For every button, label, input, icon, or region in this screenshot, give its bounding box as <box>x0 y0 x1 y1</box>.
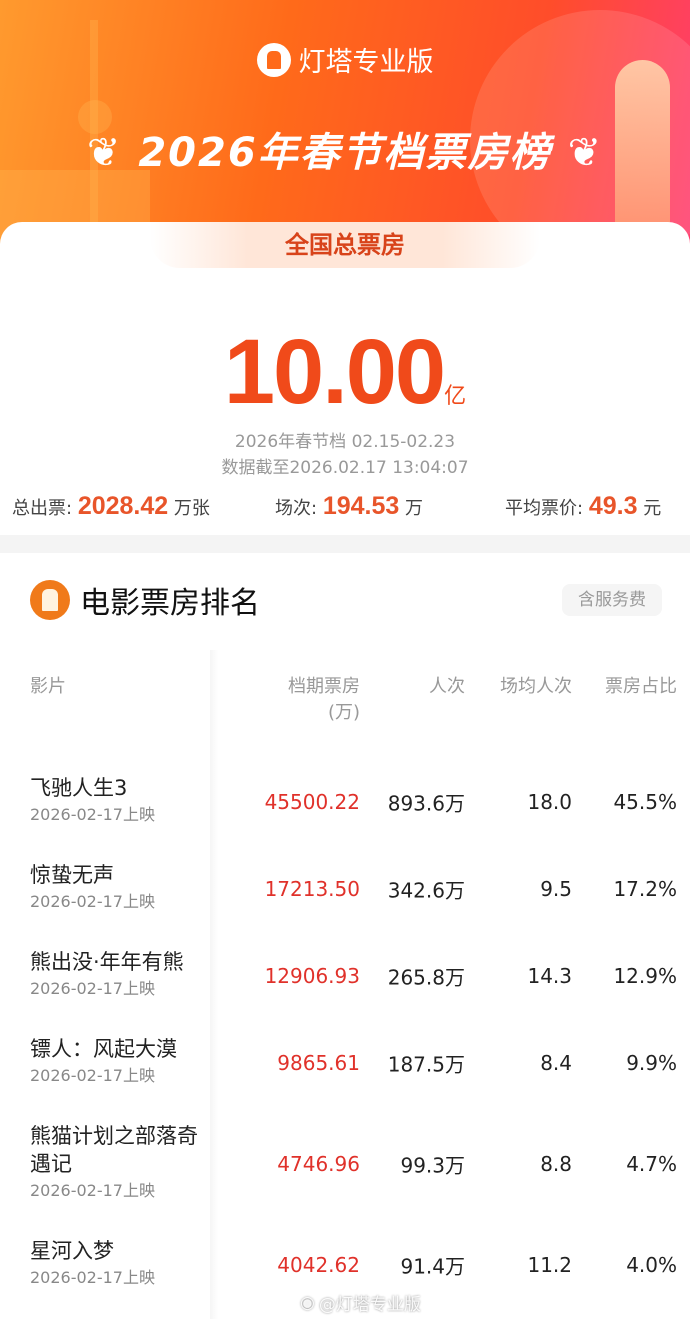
col-share[interactable]: 票房占比 <box>605 676 677 697</box>
col-box[interactable]: 档期票房 <box>288 676 360 697</box>
col-film[interactable]: 影片 <box>30 676 66 697</box>
tower-decoration <box>90 20 98 250</box>
ranking-table: 飞驰人生3 2026-02-17上映 45500.22 893.6万 18.0 … <box>0 758 690 1308</box>
share: 45.5% <box>613 789 677 814</box>
column-shadow <box>210 650 218 1319</box>
box-office: 17213.50 <box>264 876 360 901</box>
release-date: 2026-02-17上映 <box>30 1066 155 1085</box>
total-box-office-card: 全国总票房 10.00亿 2026年春节档 02.15-02.23 数据截至20… <box>0 222 690 542</box>
share: 9.9% <box>626 1050 677 1075</box>
service-fee-tag: 含服务费 <box>562 584 662 616</box>
box-office: 45500.22 <box>264 789 360 814</box>
release-date: 2026-02-17上映 <box>30 805 155 824</box>
laurel-right-icon: ❦ <box>567 130 604 176</box>
avg-per-show: 8.4 <box>540 1050 572 1075</box>
avg-per-show: 14.3 <box>527 963 572 988</box>
film-name[interactable]: 惊蛰无声 <box>30 863 114 887</box>
admissions: 893.6万 <box>387 791 465 815</box>
box-office: 4746.96 <box>277 1151 360 1176</box>
stat-shows: 场次: 194.53 万 <box>275 492 424 520</box>
col-avg[interactable]: 场均人次 <box>500 676 572 697</box>
lighthouse-icon <box>30 580 70 620</box>
brand-name: 灯塔专业版 <box>298 47 434 78</box>
total-value: 10.00亿 <box>223 321 467 423</box>
film-name[interactable]: 星河入梦 <box>30 1239 114 1263</box>
film-name[interactable]: 飞驰人生3 <box>30 776 128 800</box>
film-name[interactable]: 熊出没·年年有熊 <box>30 950 184 974</box>
release-date: 2026-02-17上映 <box>30 979 155 998</box>
stat-avg-price: 平均票价: 49.3 元 <box>505 492 662 520</box>
film-name[interactable]: 镖人：风起大漠 <box>30 1037 177 1061</box>
share: 12.9% <box>613 963 677 988</box>
share: 4.7% <box>626 1151 677 1176</box>
laurel-left-icon: ❦ <box>86 130 123 176</box>
col-box-unit: (万) <box>327 702 360 723</box>
box-office: 4042.62 <box>277 1252 360 1277</box>
avg-per-show: 18.0 <box>527 789 572 814</box>
weibo-icon: ◉ <box>300 1292 315 1313</box>
release-date: 2026-02-17上映 <box>30 892 155 911</box>
header-banner: 灯塔专业版 ❦ 2026年春节档票房榜 ❦ <box>0 0 690 250</box>
lighthouse-illustration <box>615 60 670 240</box>
avg-per-show: 9.5 <box>540 876 572 901</box>
table-row[interactable]: 熊出没·年年有熊 2026-02-17上映 12906.93 265.8万 14… <box>0 932 690 1019</box>
table-row[interactable]: 飞驰人生3 2026-02-17上映 45500.22 893.6万 18.0 … <box>0 758 690 845</box>
share: 17.2% <box>613 876 677 901</box>
period: 2026年春节档 02.15-02.23 <box>234 432 456 452</box>
total-label: 全国总票房 <box>150 222 540 268</box>
stat-tickets: 总出票: 2028.42 万张 <box>12 492 210 520</box>
table-row[interactable]: 惊蛰无声 2026-02-17上映 17213.50 342.6万 9.5 17… <box>0 845 690 932</box>
release-date: 2026-02-17上映 <box>30 1268 155 1287</box>
admissions: 342.6万 <box>387 878 465 902</box>
tower-decoration <box>78 100 112 134</box>
brand: 灯塔专业版 <box>0 40 690 79</box>
updated-time: 数据截至2026.02.17 13:04:07 <box>221 458 469 478</box>
section-title: 电影票房排名 <box>30 578 260 622</box>
avg-per-show: 11.2 <box>527 1252 572 1277</box>
share: 4.0% <box>626 1252 677 1277</box>
total-unit: 亿 <box>444 384 467 409</box>
admissions: 99.3万 <box>400 1153 465 1177</box>
admissions: 265.8万 <box>387 965 465 989</box>
lighthouse-logo-icon <box>256 42 291 77</box>
page-title: ❦ 2026年春节档票房榜 ❦ <box>86 130 604 176</box>
table-row[interactable]: 镖人：风起大漠 2026-02-17上映 9865.61 187.5万 8.4 … <box>0 1019 690 1106</box>
admissions: 91.4万 <box>400 1254 465 1278</box>
table-row[interactable]: 星河入梦 2026-02-17上映 4042.62 91.4万 11.2 4.0… <box>0 1221 690 1308</box>
divider <box>0 535 690 553</box>
film-name[interactable]: 熊猫计划之部落奇遇记 <box>30 1124 198 1176</box>
table-row[interactable]: 熊猫计划之部落奇遇记 2026-02-17上映 4746.96 99.3万 8.… <box>0 1106 690 1221</box>
box-office: 12906.93 <box>264 963 360 988</box>
box-office: 9865.61 <box>277 1050 360 1075</box>
avg-per-show: 8.8 <box>540 1151 572 1176</box>
release-date: 2026-02-17上映 <box>30 1181 155 1200</box>
watermark: ◉ @灯塔专业版 <box>300 1292 421 1316</box>
col-admissions[interactable]: 人次 <box>429 676 465 697</box>
admissions: 187.5万 <box>387 1052 465 1076</box>
